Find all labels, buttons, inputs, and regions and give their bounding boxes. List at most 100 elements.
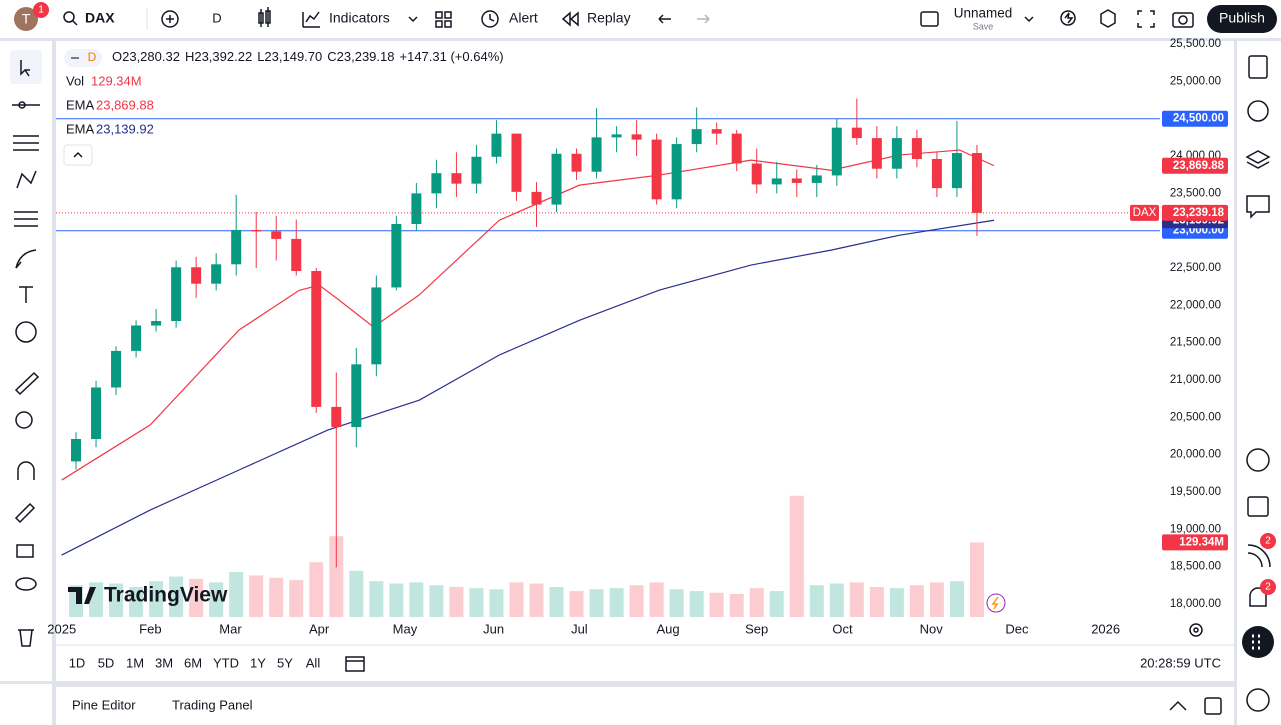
- forecast-tool[interactable]: [14, 211, 38, 227]
- volume-bar: [929, 582, 944, 617]
- candle-body: [171, 267, 182, 322]
- range-button[interactable]: 1M: [126, 655, 144, 670]
- range-button[interactable]: 1Y: [250, 655, 266, 670]
- trend-line-tool[interactable]: [12, 101, 40, 109]
- indicators-button[interactable]: Indicators: [302, 10, 418, 28]
- x-tick-label: Oct: [832, 621, 853, 636]
- emoji-tool[interactable]: [15, 321, 37, 343]
- fib-tool[interactable]: [13, 135, 39, 151]
- chart-type-button[interactable]: [258, 7, 271, 27]
- replay-button[interactable]: Replay: [561, 10, 631, 27]
- layout-icon[interactable]: [920, 11, 939, 27]
- compare-button[interactable]: [161, 10, 179, 28]
- chats-button[interactable]: [1246, 195, 1270, 219]
- brush-tool[interactable]: [15, 249, 37, 269]
- y-tick-label: 18,500.00: [1170, 561, 1221, 573]
- candle-body: [931, 159, 942, 189]
- price-label: 23,239.18: [1173, 207, 1225, 219]
- indicator-value: 23,139.92: [96, 121, 154, 136]
- range-button[interactable]: 6M: [184, 655, 202, 670]
- templates-button[interactable]: [435, 11, 452, 28]
- text-tool[interactable]: [19, 286, 33, 303]
- volume-bar: [269, 577, 284, 617]
- axis-settings[interactable]: [1189, 623, 1203, 637]
- lock-drawing-tool[interactable]: [14, 502, 36, 524]
- volume-bar: [729, 593, 744, 617]
- range-button[interactable]: YTD: [213, 655, 239, 670]
- range-button[interactable]: 5D: [98, 655, 115, 670]
- x-tick-label: Feb: [139, 621, 161, 636]
- watchlist-button[interactable]: [1248, 55, 1268, 79]
- candle-body: [971, 153, 982, 213]
- candle-body: [231, 229, 242, 265]
- ideas-button[interactable]: [1247, 544, 1271, 568]
- help-button[interactable]: [1246, 688, 1270, 712]
- range-button[interactable]: 5Y: [277, 655, 293, 670]
- y-tick-label: 19,000.00: [1170, 523, 1221, 535]
- data-window-button[interactable]: [1245, 150, 1271, 169]
- indicator-value: 23,869.88: [96, 97, 154, 112]
- ohlc-value: +147.31 (+0.64%): [400, 49, 504, 64]
- range-button[interactable]: 3M: [155, 655, 173, 670]
- settings-button[interactable]: [1100, 9, 1116, 28]
- undo-button[interactable]: [658, 14, 671, 24]
- y-tick-label: 21,500.00: [1170, 337, 1221, 349]
- legend-pill[interactable]: [64, 49, 102, 67]
- notifications-button[interactable]: [1249, 587, 1267, 607]
- candle-body: [211, 264, 222, 284]
- volume-bar: [969, 542, 984, 617]
- volume-bar: [289, 580, 304, 617]
- expand-panel[interactable]: [1169, 700, 1187, 711]
- hide-tool[interactable]: [15, 577, 37, 591]
- badge-count: 1: [38, 5, 44, 16]
- measure-tool[interactable]: [14, 371, 40, 396]
- fullscreen-button[interactable]: [1137, 10, 1155, 28]
- zoom-tool[interactable]: [15, 411, 33, 429]
- y-tick-label: 22,500.00: [1170, 262, 1221, 274]
- left-toolbar: [0, 41, 52, 681]
- candle-body: [371, 287, 382, 365]
- badge: [1260, 533, 1276, 549]
- price-label-bg: [1162, 204, 1228, 221]
- alert-button[interactable]: Alert: [481, 10, 538, 28]
- candle-body: [151, 321, 162, 326]
- publish-button[interactable]: Publish: [1207, 5, 1277, 33]
- snapshot-button[interactable]: [1172, 12, 1194, 28]
- panel-tab[interactable]: Trading Panel: [172, 697, 253, 712]
- collapse-legend[interactable]: [63, 144, 93, 166]
- range-button[interactable]: All: [306, 655, 321, 670]
- brand-logo: [68, 587, 96, 604]
- date-range-button[interactable]: [345, 656, 365, 672]
- delete-tool[interactable]: [18, 629, 34, 647]
- cursor-tool[interactable]: [20, 60, 30, 77]
- lock-tool[interactable]: [16, 544, 34, 558]
- candle-body: [791, 178, 802, 183]
- calendar-button[interactable]: [1247, 496, 1269, 517]
- candle-body: [911, 138, 922, 160]
- x-tick-label: Nov: [920, 621, 944, 636]
- alerts-button[interactable]: [1247, 100, 1269, 122]
- pattern-tool[interactable]: [16, 170, 37, 189]
- candle-body: [891, 138, 902, 169]
- maximize-panel[interactable]: [1204, 697, 1222, 715]
- range-bar: 1D 5D 1M 3M 6M YTD 1Y 5Y All: [69, 655, 321, 670]
- products-button[interactable]: [1242, 626, 1274, 658]
- volume-bar: [629, 585, 644, 617]
- hotlists-button[interactable]: [1246, 448, 1270, 472]
- symbol-search[interactable]: DAX: [63, 10, 115, 26]
- magnet-tool[interactable]: [17, 461, 35, 480]
- range-button[interactable]: 1D: [69, 655, 86, 670]
- panel-tab[interactable]: Pine Editor: [72, 697, 136, 712]
- volume-bar: [169, 576, 184, 617]
- volume-bar: [769, 591, 784, 617]
- volume-bar: [649, 582, 664, 617]
- volume-bar: [469, 588, 484, 617]
- events-icon[interactable]: [986, 593, 1006, 613]
- quick-search[interactable]: [1060, 10, 1076, 26]
- volume-bar: [909, 585, 924, 617]
- avatar[interactable]: T: [14, 7, 38, 31]
- redo-button[interactable]: [697, 14, 710, 24]
- interval-button[interactable]: D: [212, 10, 221, 25]
- candle-body: [251, 229, 262, 232]
